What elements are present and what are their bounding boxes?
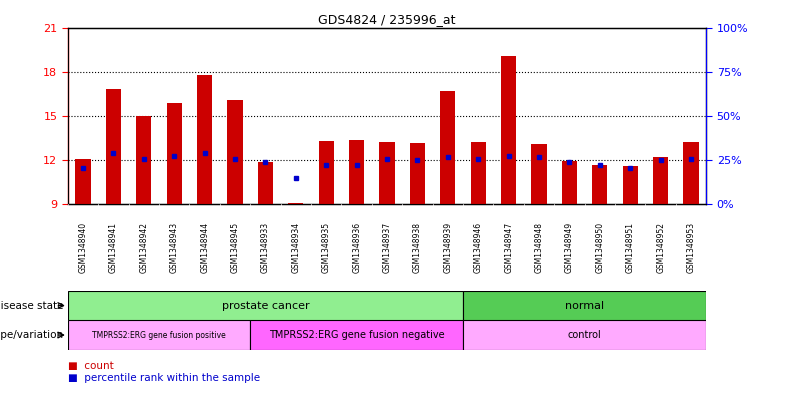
- Text: GSM1348951: GSM1348951: [626, 222, 634, 273]
- Bar: [410, 143, 425, 204]
- Bar: [197, 75, 212, 204]
- Bar: [379, 143, 395, 204]
- Text: prostate cancer: prostate cancer: [222, 301, 310, 310]
- Bar: [68, 291, 463, 320]
- Text: GSM1348933: GSM1348933: [261, 222, 270, 273]
- Text: TMPRSS2:ERG gene fusion positive: TMPRSS2:ERG gene fusion positive: [92, 331, 226, 340]
- Text: GSM1348950: GSM1348950: [595, 222, 604, 273]
- Title: GDS4824 / 235996_at: GDS4824 / 235996_at: [318, 13, 456, 26]
- Bar: [440, 91, 456, 204]
- Bar: [463, 320, 706, 350]
- Bar: [68, 320, 251, 350]
- Text: GSM1348939: GSM1348939: [444, 222, 452, 273]
- Bar: [562, 161, 577, 204]
- Text: normal: normal: [565, 301, 604, 310]
- Bar: [622, 166, 638, 204]
- Bar: [106, 90, 121, 204]
- Text: GSM1348944: GSM1348944: [200, 222, 209, 273]
- Bar: [463, 291, 706, 320]
- Text: GSM1348942: GSM1348942: [140, 222, 148, 273]
- Bar: [76, 159, 91, 204]
- Bar: [136, 116, 152, 204]
- Text: genotype/variation: genotype/variation: [0, 330, 64, 340]
- Text: disease state: disease state: [0, 301, 64, 310]
- Bar: [349, 140, 364, 204]
- Bar: [227, 100, 243, 204]
- Text: GSM1348934: GSM1348934: [291, 222, 300, 273]
- Text: GSM1348937: GSM1348937: [382, 222, 392, 273]
- Text: TMPRSS2:ERG gene fusion negative: TMPRSS2:ERG gene fusion negative: [269, 330, 444, 340]
- Bar: [167, 103, 182, 204]
- Text: GSM1348953: GSM1348953: [686, 222, 696, 273]
- Bar: [501, 55, 516, 204]
- Text: GSM1348946: GSM1348946: [474, 222, 483, 273]
- Text: ■  count: ■ count: [68, 362, 113, 371]
- Text: GSM1348941: GSM1348941: [109, 222, 118, 273]
- Bar: [258, 162, 273, 204]
- Text: GSM1348948: GSM1348948: [535, 222, 543, 273]
- Text: ■  percentile rank within the sample: ■ percentile rank within the sample: [68, 373, 260, 383]
- Bar: [653, 157, 668, 204]
- Text: GSM1348952: GSM1348952: [656, 222, 665, 273]
- Bar: [251, 320, 463, 350]
- Bar: [531, 144, 547, 204]
- Bar: [288, 203, 303, 204]
- Bar: [318, 141, 334, 204]
- Text: GSM1348936: GSM1348936: [352, 222, 361, 273]
- Bar: [592, 165, 607, 204]
- Bar: [471, 142, 486, 204]
- Text: GSM1348947: GSM1348947: [504, 222, 513, 273]
- Text: GSM1348938: GSM1348938: [413, 222, 422, 273]
- Text: control: control: [567, 330, 602, 340]
- Bar: [683, 143, 698, 204]
- Text: GSM1348943: GSM1348943: [170, 222, 179, 273]
- Text: GSM1348949: GSM1348949: [565, 222, 574, 273]
- Text: GSM1348935: GSM1348935: [322, 222, 330, 273]
- Text: GSM1348940: GSM1348940: [78, 222, 88, 273]
- Text: GSM1348945: GSM1348945: [231, 222, 239, 273]
